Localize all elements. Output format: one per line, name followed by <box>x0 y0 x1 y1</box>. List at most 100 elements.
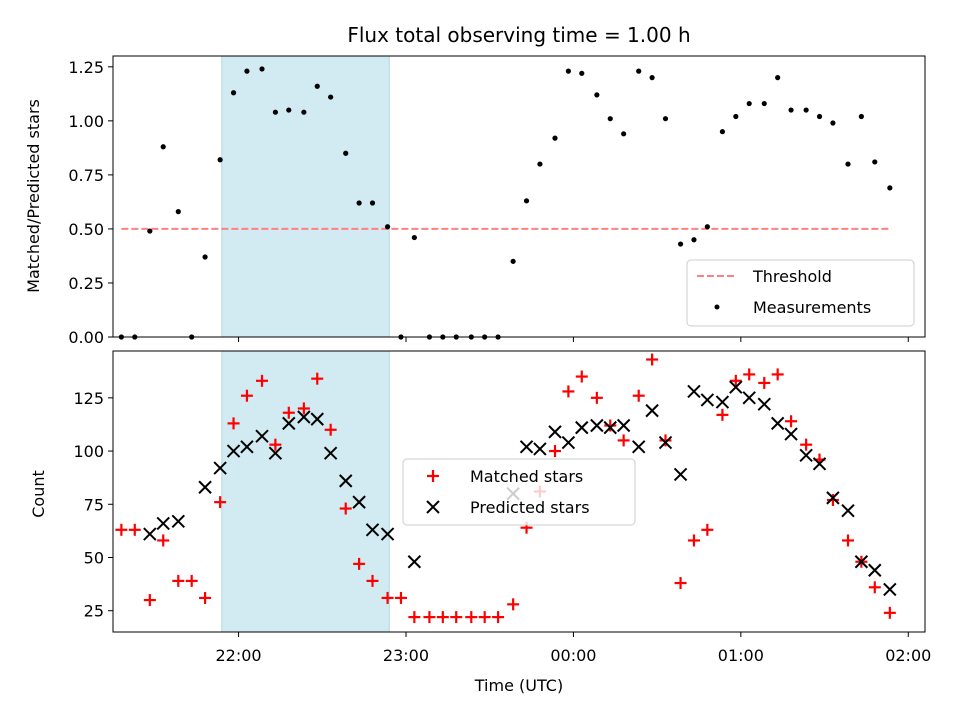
measurement-point <box>803 107 809 113</box>
predicted-star-point <box>770 416 785 431</box>
predicted-star-point <box>742 391 756 405</box>
shade-rect-bottom <box>221 350 390 633</box>
predicted-star-point <box>883 582 897 597</box>
measurement-point <box>607 116 613 122</box>
predicted-star-point <box>268 446 283 460</box>
predicted-star-point <box>757 397 771 411</box>
measurement-point <box>314 83 320 89</box>
matched-star-point <box>366 574 379 587</box>
predicted-star-point <box>700 393 715 407</box>
counts-legend: Matched stars Predicted stars <box>402 458 636 526</box>
matched-star-point <box>172 574 185 587</box>
measurement-point <box>649 75 655 81</box>
time-x-tick-label: 23:00 <box>383 646 429 665</box>
matched-star-point <box>674 577 687 590</box>
predicted-star-point <box>339 474 353 488</box>
measurement-point <box>147 228 153 234</box>
predicted-star-point <box>255 429 269 443</box>
legend-matched-label: Matched stars <box>470 467 583 486</box>
matched-star-point <box>282 406 295 419</box>
predicted-star-point <box>826 491 840 505</box>
matched-star-point <box>646 353 659 366</box>
counts-panel: 25 50 75 100 125 22:00 23:00 00:00 01:00 02:00 C… <box>29 350 931 695</box>
matched-star-point <box>758 376 771 389</box>
measurement-point <box>369 200 376 206</box>
measurement-point <box>552 135 558 141</box>
measurement-point <box>761 100 767 107</box>
matched-star-point <box>604 419 617 432</box>
predicted-star-point <box>240 440 254 454</box>
measurement-point <box>175 209 181 215</box>
ratio-y-tick-label: 1.25 <box>68 58 104 77</box>
matched-star-point <box>115 523 128 536</box>
predicted-star-point <box>171 514 186 529</box>
matched-star-point <box>465 611 478 624</box>
predicted-star-point <box>310 412 324 426</box>
measurement-point <box>384 224 391 230</box>
ratio-legend: Threshold Measurements <box>686 259 915 327</box>
matched-star-point <box>381 591 394 604</box>
ratio-panel-frame <box>112 55 926 338</box>
measurement-point <box>217 157 223 163</box>
measurement-point <box>621 131 627 137</box>
measurement-point <box>845 161 851 167</box>
legend-predicted-label: Predicted stars <box>470 498 590 517</box>
time-x-tick-label: 00:00 <box>550 646 596 665</box>
ratio-x-ticks <box>238 337 909 342</box>
predicted-star-point <box>645 403 659 418</box>
matched-star-point <box>128 523 141 536</box>
matched-star-point <box>632 389 645 402</box>
measurement-point <box>887 185 893 191</box>
measurement-point <box>775 75 781 81</box>
observing-window-shade-bottom <box>221 350 390 633</box>
matched-star-point <box>716 408 729 421</box>
predicted-star-point <box>590 418 604 433</box>
matched-star-point <box>800 438 813 451</box>
matched-star-point <box>311 372 324 385</box>
shade-rect-top <box>221 55 390 338</box>
matched-star-point <box>701 523 714 536</box>
ratio-y-tick-label: 0.00 <box>68 328 104 347</box>
time-x-tick-label: 22:00 <box>216 646 262 665</box>
measurement-point <box>286 107 292 113</box>
measurement-point <box>704 224 710 230</box>
predicted-star-point <box>729 380 743 394</box>
predicted-star-point <box>519 440 534 454</box>
matched-star-point <box>436 611 449 624</box>
matched-star-point <box>590 391 603 404</box>
measurement-point <box>594 92 600 98</box>
predicted-star-point <box>198 480 212 494</box>
ratio-y-tick-label: 1.00 <box>68 112 104 131</box>
matched-star-point <box>450 611 463 624</box>
predicted-star-point <box>854 555 869 569</box>
time-x-tick-label: 01:00 <box>718 646 764 665</box>
counts-y-tick-label: 100 <box>73 442 104 461</box>
measurement-point <box>160 144 166 150</box>
predicted-star-point <box>226 444 241 458</box>
predicted-star-point <box>380 527 395 541</box>
legend-measurements-swatch <box>714 304 720 310</box>
ratio-axes-frame <box>112 55 926 338</box>
predicted-star-point <box>784 427 798 441</box>
legend-threshold-label: Threshold <box>752 267 832 286</box>
measurement-point <box>259 66 265 72</box>
matched-star-point <box>269 438 282 451</box>
measurement-point <box>636 68 642 74</box>
predicted-star-point <box>548 425 562 439</box>
matched-star-point <box>562 385 575 398</box>
matched-star-point <box>185 574 198 587</box>
time-x-tick-label: 02:00 <box>885 646 931 665</box>
matched-star-point <box>729 374 742 387</box>
predicted-star-point <box>143 527 157 541</box>
matched-star-point <box>492 611 505 624</box>
matched-star-point <box>143 594 156 607</box>
measurement-point <box>537 161 543 167</box>
counts-panel-frame <box>112 350 926 633</box>
matched-star-point <box>785 415 798 428</box>
predicted-star-point <box>658 435 673 450</box>
time-x-ticks: 22:00 23:00 00:00 01:00 02:00 <box>216 632 931 665</box>
predicted-star-point <box>213 461 227 475</box>
legend-matched-swatch <box>427 470 439 482</box>
predicted-star-point <box>352 495 366 509</box>
